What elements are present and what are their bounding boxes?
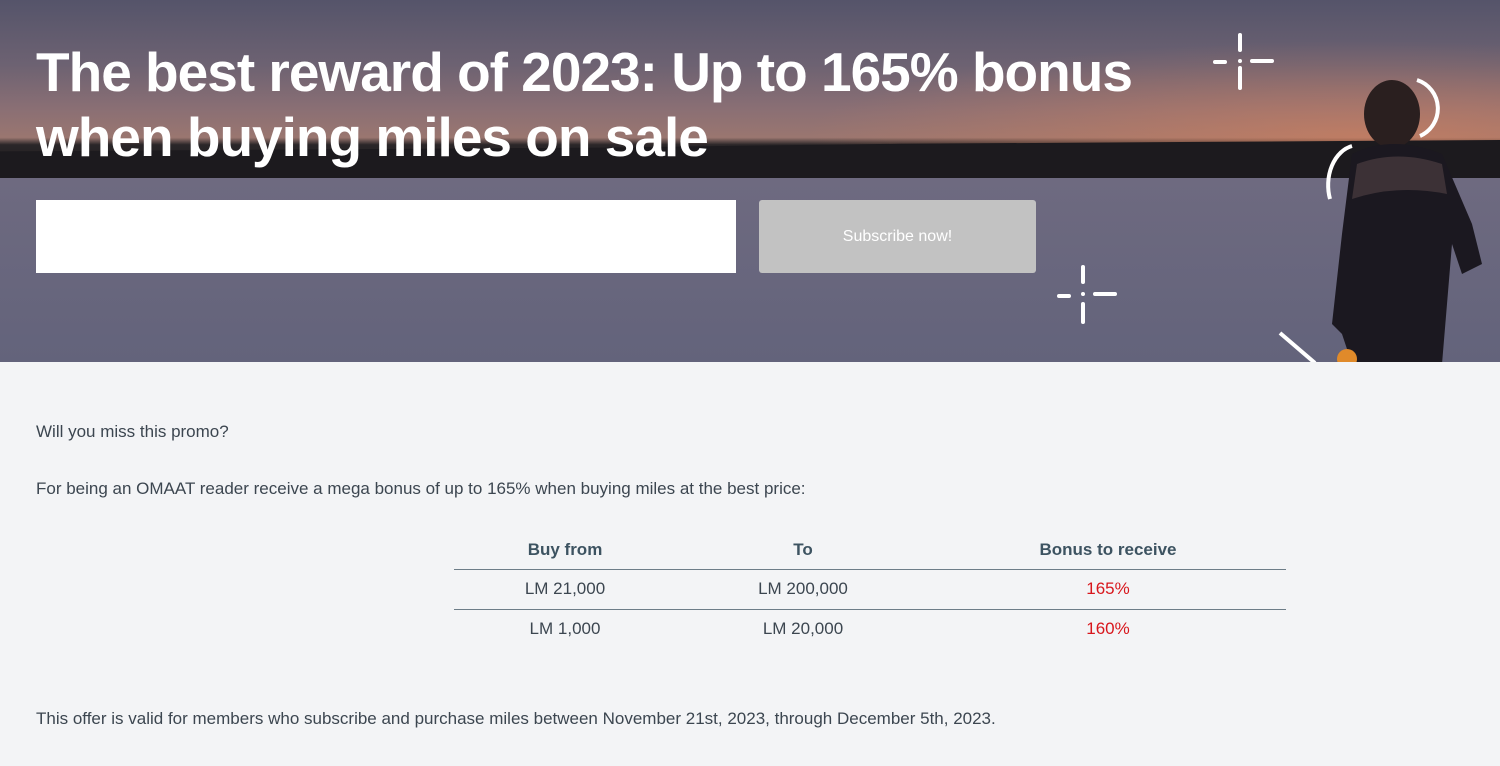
header-to: To	[676, 532, 930, 570]
intro-text: Will you miss this promo?	[36, 422, 229, 441]
cell-buy-from: LM 1,000	[529, 619, 601, 639]
bonus-table: Buy from To Bonus to receive LM 21,000 L…	[454, 532, 1286, 649]
hero-title: The best reward of 2023: Up to 165% bonu…	[36, 41, 1133, 168]
cell-to: LM 20,000	[762, 619, 844, 639]
light-beam-icon	[1278, 331, 1317, 362]
cell-bonus: 160%	[1086, 619, 1130, 639]
header-buy-from: Buy from	[454, 532, 676, 570]
person-silhouette	[1326, 78, 1482, 362]
table-row: LM 21,000 LM 200,000 165%	[454, 569, 1286, 610]
cell-to: LM 200,000	[676, 569, 930, 610]
lead-text: For being an OMAAT reader receive a mega…	[36, 479, 806, 498]
cell-bonus: 165%	[930, 569, 1286, 610]
header-bonus: Bonus to receive	[930, 532, 1286, 570]
sparkle-icon	[1213, 33, 1274, 90]
validity-text: This offer is valid for members who subs…	[36, 709, 996, 728]
table-header: Buy from To Bonus to receive	[454, 532, 1286, 570]
subscribe-button[interactable]: Subscribe now!	[759, 200, 1036, 273]
sparkle-icon	[1057, 265, 1117, 324]
hero-banner: The best reward of 2023: Up to 165% bonu…	[0, 0, 1500, 362]
cell-buy-from: LM 21,000	[454, 569, 676, 610]
email-input[interactable]	[36, 200, 736, 273]
table-row: LM 1,000 LM 20,000 160%	[454, 609, 1286, 649]
